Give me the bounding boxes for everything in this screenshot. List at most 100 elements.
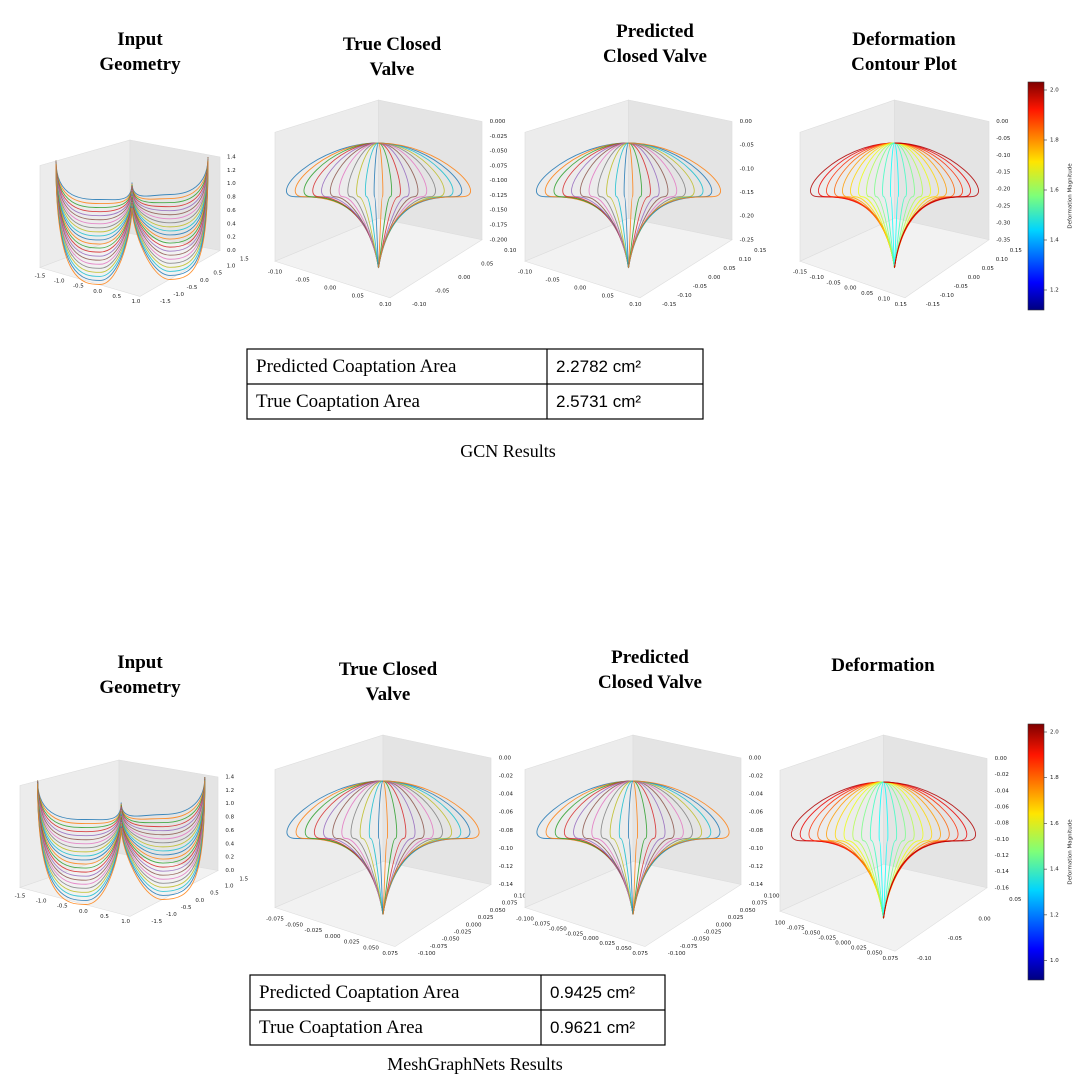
colorbar <box>1027 723 1045 981</box>
z-tick-label: -0.12 <box>499 864 513 870</box>
y-tick-label: -0.10 <box>940 293 955 299</box>
curve <box>858 142 895 268</box>
curve <box>382 780 389 915</box>
curve <box>323 780 384 915</box>
curve <box>826 781 884 919</box>
curve <box>55 158 209 237</box>
z-tick-label: -0.05 <box>996 136 1011 142</box>
x-tick-label: -0.050 <box>549 926 567 932</box>
curve <box>55 159 209 253</box>
x-tick-label: -0.050 <box>803 931 821 937</box>
pane-floor <box>39 233 221 297</box>
curve <box>55 159 209 257</box>
x-tick-label: 0.025 <box>344 940 360 946</box>
curve <box>37 778 206 861</box>
plot-3d: 0.00-0.05-0.10-0.15-0.20-0.25-0.10-0.050… <box>518 99 767 308</box>
x-tick-label: 0.050 <box>616 946 632 952</box>
z-tick-label: -0.20 <box>740 214 755 220</box>
curve <box>573 780 634 915</box>
plot-title: Predicted <box>611 647 689 668</box>
x-tick-label: 0.00 <box>844 286 857 292</box>
z-tick-label: 1.4 <box>225 775 234 781</box>
x-tick-label: 0.025 <box>599 941 615 947</box>
plot-title: Geometry <box>99 677 181 698</box>
z-tick-label: -0.10 <box>996 153 1011 159</box>
plot-3d: 1.41.21.00.80.60.40.20.0-1.5-1.0-0.50.00… <box>35 139 249 305</box>
y-tick-label: 1.0 <box>225 884 234 890</box>
plot-3d: 0.00-0.05-0.10-0.15-0.20-0.25-0.30-0.35-… <box>793 99 1022 308</box>
curve <box>834 781 884 919</box>
x-tick-label: 0.10 <box>878 296 891 302</box>
plot-title: Valve <box>366 684 411 705</box>
curve <box>37 779 206 893</box>
curve <box>37 779 206 885</box>
z-tick-label: -0.15 <box>740 190 755 196</box>
curve <box>37 779 206 877</box>
z-tick-label: -0.30 <box>996 220 1011 226</box>
z-tick-label: 0.8 <box>225 815 234 821</box>
plot-title: True Closed <box>343 34 442 55</box>
x-tick-label: -0.05 <box>826 280 841 286</box>
colorbar-tick-label: 2.0 <box>1050 730 1059 736</box>
z-tick-label: -0.12 <box>749 864 763 870</box>
x-tick-label: 0.025 <box>851 946 867 952</box>
x-tick-label: 0.075 <box>382 951 398 957</box>
plot-3d: 0.000 -0.025 -0.050 -0.075 -0.100 -0.125 -0.15… <box>268 99 517 308</box>
curve <box>378 142 393 268</box>
caption: GCN Results <box>460 441 556 461</box>
curve <box>597 142 629 268</box>
x-tick-label: -0.15 <box>793 270 808 276</box>
table-cell: True Coaptation Area <box>259 1017 424 1038</box>
z-tick-label: 1.2 <box>227 168 236 174</box>
z-tick-label: 0.6 <box>227 208 236 214</box>
curve <box>628 142 634 269</box>
curve <box>341 780 384 915</box>
x-tick-label: -0.025 <box>818 936 836 942</box>
curve <box>55 158 209 249</box>
curve <box>37 780 206 901</box>
y-tick-label: -0.050 <box>692 937 710 943</box>
y-tick-label: 0.025 <box>728 915 744 921</box>
curve <box>894 142 915 268</box>
curve <box>600 780 634 915</box>
z-tick-label: -0.20 <box>996 187 1011 193</box>
z-tick-label: 0.6 <box>225 828 234 834</box>
y-tick-label: -0.05 <box>948 936 963 942</box>
curve <box>37 780 206 905</box>
z-tick-label: -0.10 <box>749 846 764 852</box>
curve <box>861 781 884 919</box>
colorbar-tick-label: 1.4 <box>1050 867 1059 873</box>
z-tick-label: 1.4 <box>227 155 236 161</box>
curve <box>632 780 648 915</box>
colorbar-tick-label: 1.0 <box>1050 958 1059 964</box>
y-tick-label: 0.05 <box>982 266 995 272</box>
colorbar-tick-label: 2.0 <box>1050 88 1059 94</box>
z-tick-label: -0.050 <box>490 149 508 155</box>
y-tick-label: -0.5 <box>181 905 192 911</box>
curve <box>55 158 209 245</box>
curve <box>790 781 884 919</box>
curve <box>878 781 884 919</box>
curve <box>55 157 209 221</box>
curve <box>356 142 379 268</box>
plot-title: True Closed <box>339 659 438 680</box>
curve <box>55 157 209 204</box>
z-tick-label: 0.8 <box>227 195 236 201</box>
z-tick-label: -0.12 <box>995 853 1009 859</box>
pane-floor <box>524 861 742 947</box>
curve <box>536 780 634 915</box>
curve <box>350 780 384 915</box>
z-tick-label: -0.02 <box>499 774 513 780</box>
y-tick-label: -1.0 <box>166 912 177 918</box>
curve <box>627 780 634 915</box>
z-tick-label: 1.2 <box>225 788 234 794</box>
colorbar-label: Deformation Magnitude <box>1068 819 1074 885</box>
curve <box>55 157 209 225</box>
x-tick-label: -0.075 <box>787 926 805 932</box>
curve <box>55 158 209 241</box>
curve <box>623 142 629 269</box>
x-tick-label: 0.000 <box>835 941 851 947</box>
pane-floor <box>18 853 219 917</box>
plot-title: Valve <box>370 59 415 80</box>
